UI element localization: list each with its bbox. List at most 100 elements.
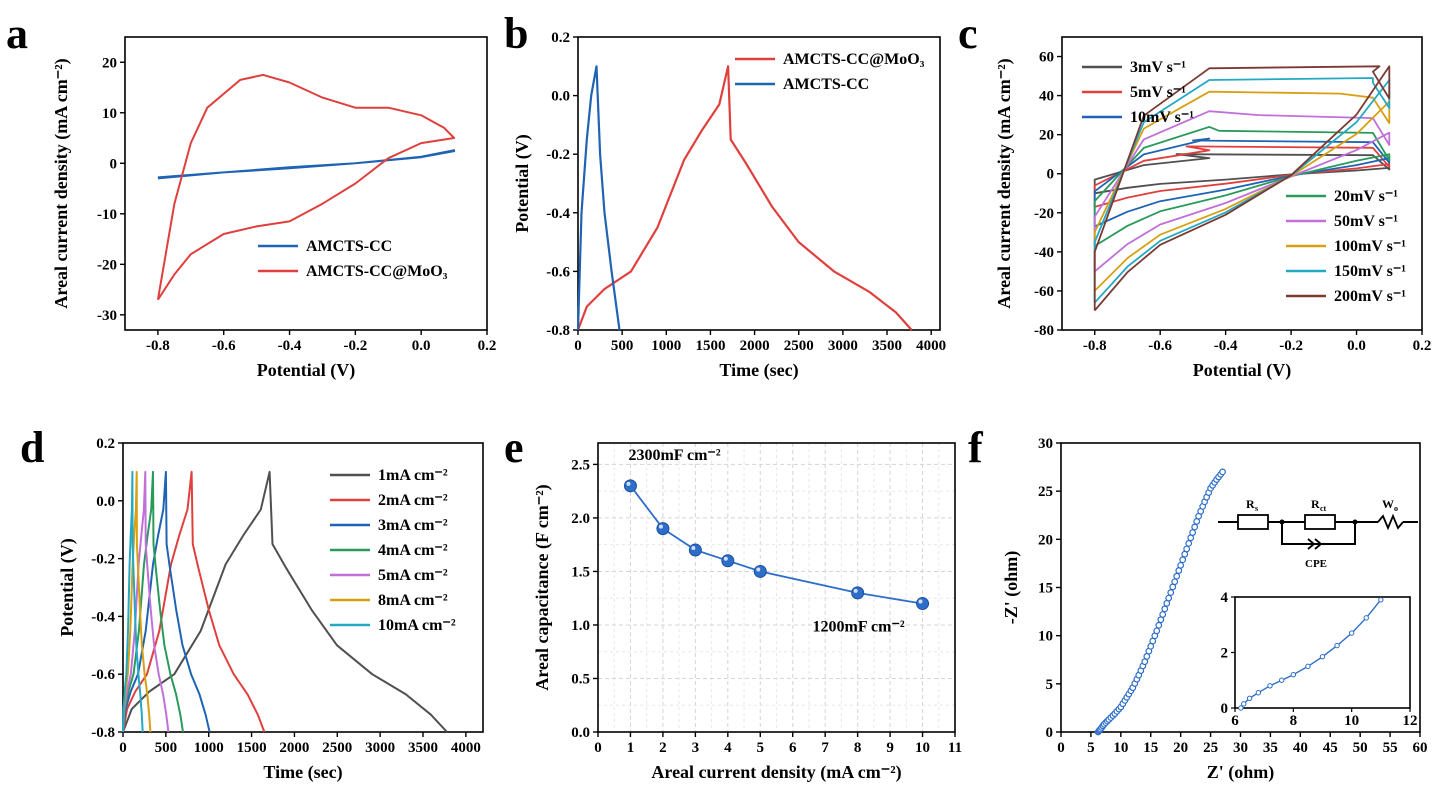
y-tick-label-3: 0 xyxy=(110,156,118,172)
series-line-0 xyxy=(1093,153,1391,195)
inset-y-tick-label-2: 4 xyxy=(1221,590,1229,606)
annotation-1: 1200mF cm⁻² xyxy=(813,619,905,636)
inset-x-tick-label-2: 10 xyxy=(1344,713,1359,729)
circuit-rs-sub: s xyxy=(1255,504,1258,513)
x-tick-label-2: -0.4 xyxy=(278,338,302,354)
y-tick-label-1: -0.6 xyxy=(91,667,115,683)
y-tick-label-0: -0.8 xyxy=(91,725,115,741)
inset-x-tick-label-0: 6 xyxy=(1231,713,1239,729)
y-axis-label: Areal current density (mA cm⁻²) xyxy=(994,58,1015,308)
chart-b: 0 500 1000 1500 2000 2500 3000 3500 4000 -0.8 -0.6… xyxy=(512,30,946,381)
x-tick-label-3: 1500 xyxy=(237,740,267,756)
legend-item-3-label: 20mV s⁻¹ xyxy=(1334,188,1398,205)
legend-item-4-label: 5mA cm⁻² xyxy=(378,567,448,584)
legend-item-6-label: 10mA cm⁻² xyxy=(378,617,456,634)
y-tick-label-0: 0.0 xyxy=(571,725,590,741)
y-tick-label-3: 15 xyxy=(1038,581,1053,597)
series-line-0 xyxy=(157,149,456,180)
y-axis-label: -Z' (ohm) xyxy=(1001,551,1022,625)
y-tick-label-3: -0.2 xyxy=(546,147,570,163)
y-tick-label-4: 0.0 xyxy=(551,89,570,105)
y-tick-label-2: 10 xyxy=(1038,629,1053,645)
x-tick-label-7: 3500 xyxy=(872,338,902,354)
plot-frame xyxy=(122,442,484,733)
circuit-rs-label: R xyxy=(1246,497,1255,511)
series-line-0 xyxy=(122,470,448,733)
x-tick-label-5: 5 xyxy=(757,740,765,756)
series-line-1 xyxy=(156,73,456,301)
x-tick-label-6: 6 xyxy=(789,740,797,756)
x-tick-label-5: 2500 xyxy=(322,740,352,756)
legend-item-4-label: 50mV s⁻¹ xyxy=(1334,213,1398,230)
x-tick-label-3: 1500 xyxy=(695,338,725,354)
x-tick-label-6: 30 xyxy=(1233,740,1248,756)
y-tick-label-3: 1.5 xyxy=(571,564,590,580)
y-tick-label-6: 40 xyxy=(1039,89,1054,105)
inset-point-5 xyxy=(1278,677,1285,683)
plot-frame xyxy=(1061,36,1423,331)
data-point-5 xyxy=(851,586,865,600)
y-tick-label-5: 20 xyxy=(102,55,117,71)
x-tick-label-1: 500 xyxy=(611,338,634,354)
x-tick-label-7: 3500 xyxy=(408,740,438,756)
x-tick-label-4: 2000 xyxy=(740,338,770,354)
legend-item-7-label: 200mV s⁻¹ xyxy=(1334,288,1406,305)
y-tick-label-4: 0 xyxy=(1047,167,1055,183)
chart-c: -0.8 -0.6 -0.4 -0.2 0.0 0.2 -80 -60 -40 -20 0 20 40 6… xyxy=(994,36,1432,381)
series-line-3 xyxy=(122,470,184,733)
x-tick-label-3: -0.2 xyxy=(1279,338,1303,354)
data-point-11-0 xyxy=(1153,627,1161,635)
x-tick-label-2: 1000 xyxy=(651,338,681,354)
data-point-2 xyxy=(688,543,702,557)
y-tick-label-4: 0.0 xyxy=(96,494,115,510)
inset-y-tick-label-0: 0 xyxy=(1221,701,1229,717)
data-point-highlight-4 xyxy=(756,567,761,572)
x-tick-label-0: -0.8 xyxy=(146,338,170,354)
legend-item-2-label: 3mA cm⁻² xyxy=(378,517,448,534)
y-axis-label: Potential (V) xyxy=(512,134,533,232)
x-tick-label-5: 2500 xyxy=(784,338,814,354)
y-tick-label-5: 2.5 xyxy=(571,457,590,473)
legend-item-1-label: AMCTS-CC xyxy=(783,76,869,93)
y-axis-label: Potential (V) xyxy=(57,538,78,636)
circuit-rct-sub: ct xyxy=(1320,504,1327,513)
y-tick-label-2: -10 xyxy=(97,207,117,223)
legend-item-1-label: AMCTS-CC@MoO₃ xyxy=(306,263,448,280)
series-line-5 xyxy=(122,470,152,733)
x-tick-label-0: -0.8 xyxy=(1083,338,1107,354)
y-tick-label-0: -0.8 xyxy=(546,323,570,339)
inset-point-2 xyxy=(1246,695,1253,701)
y-tick-label-4: 10 xyxy=(102,106,117,122)
y-tick-label-1: 5 xyxy=(1046,677,1054,693)
data-point-3 xyxy=(721,554,735,568)
plot-frame xyxy=(597,442,956,733)
circuit-cpe xyxy=(1307,538,1323,550)
panel-letter-f: f xyxy=(968,423,984,472)
legend-item-6-label: 150mV s⁻¹ xyxy=(1334,263,1406,280)
inset-x-tick-label-3: 12 xyxy=(1403,713,1418,729)
x-tick-label-8: 4000 xyxy=(916,338,946,354)
x-tick-label-0: 0 xyxy=(119,740,127,756)
y-tick-label-2: 1.0 xyxy=(571,618,590,634)
circuit-rct xyxy=(1304,514,1336,530)
data-point-13-1 xyxy=(1167,589,1175,596)
x-tick-label-3: 3 xyxy=(692,740,700,756)
data-point-1 xyxy=(656,522,670,536)
x-tick-label-1: 500 xyxy=(155,740,178,756)
x-tick-label-4: 0.0 xyxy=(412,338,431,354)
x-axis-label: Z' (ohm) xyxy=(1207,762,1275,783)
x-tick-label-11: 55 xyxy=(1383,740,1398,756)
x-tick-label-12: 60 xyxy=(1413,740,1428,756)
y-tick-label-3: -20 xyxy=(1034,206,1054,222)
x-tick-label-5: 25 xyxy=(1203,740,1218,756)
y-tick-label-1: -0.6 xyxy=(546,264,570,280)
inset-point-3 xyxy=(1255,690,1262,696)
y-tick-label-1: 0.5 xyxy=(571,671,590,687)
x-tick-label-5: 0.2 xyxy=(1413,338,1432,354)
x-tick-label-11: 11 xyxy=(948,740,962,756)
x-tick-label-8: 8 xyxy=(854,740,862,756)
y-tick-label-0: 0 xyxy=(1046,725,1054,741)
panel-letter-a: a xyxy=(6,9,28,58)
